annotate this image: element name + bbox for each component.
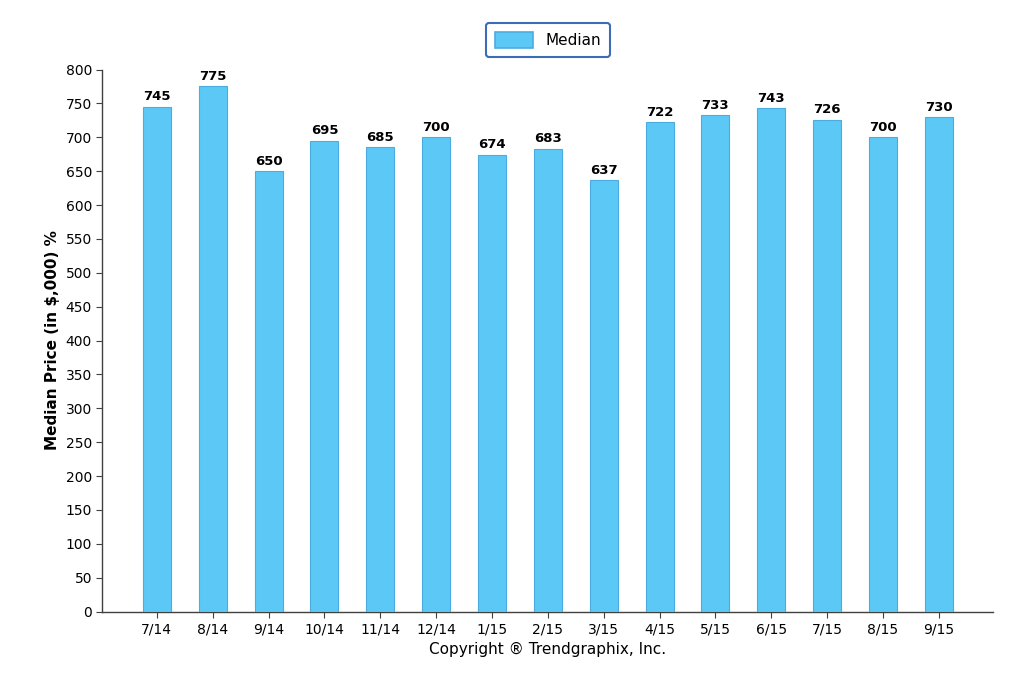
Text: 700: 700 (869, 121, 897, 134)
Bar (478, 155, 506, 612)
Bar (422, 137, 451, 612)
Text: 743: 743 (758, 92, 785, 105)
Bar (310, 140, 338, 612)
Bar (367, 147, 394, 612)
Bar (925, 117, 952, 612)
Bar (869, 137, 897, 612)
Text: 745: 745 (143, 90, 171, 104)
Bar (813, 120, 841, 612)
Text: 730: 730 (925, 101, 952, 113)
Text: 775: 775 (199, 70, 226, 83)
Bar (143, 107, 171, 612)
Text: 695: 695 (310, 124, 338, 137)
Bar (590, 180, 617, 612)
Text: 674: 674 (478, 138, 506, 152)
Text: 685: 685 (367, 131, 394, 144)
Text: 700: 700 (422, 121, 450, 134)
Text: 637: 637 (590, 163, 617, 177)
Text: 650: 650 (255, 155, 283, 167)
Text: 722: 722 (646, 106, 673, 119)
Legend: Median: Median (485, 23, 610, 57)
Bar (255, 171, 283, 612)
Text: 683: 683 (534, 132, 562, 145)
Text: 733: 733 (701, 99, 729, 111)
Bar (199, 86, 226, 612)
Text: 726: 726 (813, 104, 841, 116)
Bar (701, 115, 729, 612)
Bar (758, 108, 785, 612)
Y-axis label: Median Price (in $,000) %: Median Price (in $,000) % (45, 231, 60, 450)
Bar (534, 149, 562, 612)
Bar (645, 122, 674, 612)
X-axis label: Copyright ® Trendgraphix, Inc.: Copyright ® Trendgraphix, Inc. (429, 641, 667, 657)
